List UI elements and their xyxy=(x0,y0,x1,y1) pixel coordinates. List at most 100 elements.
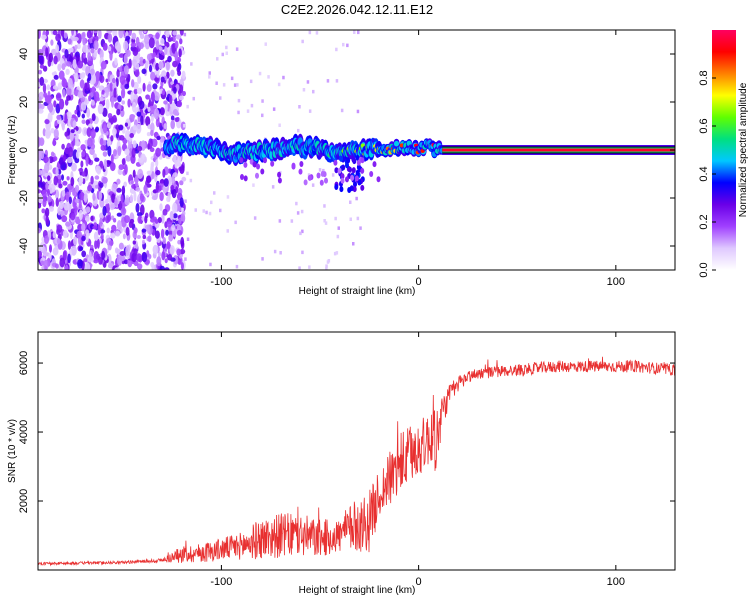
heatmap-noise-cell xyxy=(132,47,139,56)
heatmap-noise-cell xyxy=(133,248,138,257)
heatmap-noise-cell xyxy=(80,101,87,111)
heatmap-faint-cell xyxy=(208,71,211,75)
heatmap-noise-cell xyxy=(177,239,182,245)
heatmap-noise-cell xyxy=(38,137,45,147)
heatmap-noise-cell xyxy=(112,128,117,136)
heatmap-noise-cell xyxy=(151,138,158,148)
heatmap-faint-cell xyxy=(222,83,226,87)
heatmap-noise-cell xyxy=(47,195,52,203)
heatmap-noise-cell xyxy=(177,162,182,167)
heatmap-noise-cell xyxy=(43,78,48,84)
heatmap-faint-cell xyxy=(308,30,312,35)
heatmap-tail-cell xyxy=(298,168,303,175)
heatmap-noise-cell xyxy=(46,95,52,105)
heatmap-noise-cell xyxy=(146,84,152,92)
heatmap-noise-cell xyxy=(132,124,137,131)
heatmap-tail-cell xyxy=(348,166,352,173)
heatmap-noise-cell xyxy=(124,197,130,206)
heatmap-noise-cell xyxy=(131,102,137,113)
heatmap-noise-cell xyxy=(79,73,83,79)
heatmap-noise-cell xyxy=(57,63,62,72)
heatmap-noise-cell xyxy=(122,202,125,214)
heatmap-noise-cell xyxy=(85,206,91,213)
heatmap-noise-cell xyxy=(56,224,63,233)
heatmap-noise-cell xyxy=(125,245,130,257)
heatmap-noise-cell xyxy=(171,173,175,184)
spectrogram-axis-ticks: -100 0 100 -40 -20 0 20 40 xyxy=(18,30,675,288)
heatmap-noise-cell xyxy=(65,68,70,75)
heatmap-faint-cell xyxy=(184,199,187,203)
heatmap-noise-cell xyxy=(116,108,121,116)
heatmap-noise-cell xyxy=(160,228,165,239)
heatmap-noise-cell xyxy=(143,30,147,34)
heatmap-noise-cell xyxy=(111,224,117,232)
heatmap-noise-cell xyxy=(142,234,147,240)
heatmap-noise-cell xyxy=(116,212,122,217)
heatmap-noise-cell xyxy=(178,48,182,58)
heatmap-noise-cell xyxy=(152,83,158,90)
heatmap-noise-cell xyxy=(79,79,85,89)
heatmap-tail-cell xyxy=(339,155,344,162)
colorbar-gradient xyxy=(712,30,736,270)
heatmap-noise-cell xyxy=(64,99,69,106)
heatmap-noise-cell xyxy=(50,128,55,134)
heatmap-noise-cell xyxy=(158,46,163,51)
heatmap-noise-cell xyxy=(59,200,65,210)
heatmap-noise-cell xyxy=(62,154,67,162)
heatmap-noise-cell xyxy=(165,61,170,71)
heatmap-tail-cell xyxy=(324,177,328,184)
heatmap-noise-cell xyxy=(133,260,139,267)
heatmap-noise-cell xyxy=(53,128,59,139)
heatmap-noise-cell xyxy=(136,111,142,117)
heatmap-noise-cell xyxy=(65,191,70,203)
heatmap-faint-cell xyxy=(302,88,306,92)
heatmap-noise-cell xyxy=(172,60,178,68)
heatmap-noise-cell xyxy=(77,110,81,118)
heatmap-noise-cell xyxy=(124,122,128,127)
heatmap-faint-cell xyxy=(258,71,262,76)
heatmap-faint-cell xyxy=(335,79,339,83)
heatmap-noise-cell xyxy=(164,221,168,229)
heatmap-noise-cell xyxy=(38,108,44,114)
heatmap-faint-cell xyxy=(357,30,360,35)
heatmap-noise-cell xyxy=(95,165,101,174)
heatmap-noise-cell xyxy=(118,30,124,39)
heatmap-faint-cell xyxy=(261,257,264,261)
heatmap-noise-cell xyxy=(74,109,78,115)
heatmap-faint-cell xyxy=(186,171,189,176)
heatmap-tail-cell xyxy=(360,157,365,164)
heatmap-noise-cell xyxy=(166,241,171,250)
heatmap-noise-cell xyxy=(62,89,66,98)
heatmap-noise-cell xyxy=(102,42,108,51)
heatmap-noise-cell xyxy=(134,69,140,78)
heatmap-noise-cell xyxy=(65,221,71,227)
heatmap-noise-cell xyxy=(86,107,91,118)
heatmap-noise-cell xyxy=(67,253,71,264)
heatmap-noise-cell xyxy=(102,124,108,134)
heatmap-noise-cell xyxy=(107,214,111,222)
heatmap-noise-cell xyxy=(61,215,68,223)
heatmap-noise-cell xyxy=(152,244,159,255)
heatmap-noise-cell xyxy=(173,155,177,163)
heatmap-tail-cell xyxy=(299,161,304,167)
heatmap-noise-cell xyxy=(154,230,160,239)
heatmap-stable-line xyxy=(442,145,675,155)
heatmap-noise-cell xyxy=(148,37,155,49)
heatmap-noise-cell xyxy=(143,184,148,194)
heatmap-faint-cell xyxy=(186,104,189,109)
heatmap-noise-cell xyxy=(55,44,60,53)
heatmap-noise-cell xyxy=(106,227,110,234)
heatmap-noise-cell xyxy=(77,259,83,269)
heatmap-noise-cell xyxy=(123,259,129,265)
heatmap-tail-cell xyxy=(277,177,282,184)
heatmap-noise-cell xyxy=(107,33,113,43)
heatmap-faint-cell xyxy=(296,211,300,215)
heatmap-noise-cell xyxy=(68,196,72,204)
snr-series-line xyxy=(38,356,675,567)
spectrogram-y-axis-title: Frequency (Hz) xyxy=(7,116,18,185)
heatmap-noise-cell xyxy=(70,245,77,256)
heatmap-noise-cell xyxy=(180,262,184,270)
heatmap-noise-cell xyxy=(170,115,175,121)
heatmap-noise-cell xyxy=(179,30,184,36)
heatmap-faint-cell xyxy=(346,43,349,48)
